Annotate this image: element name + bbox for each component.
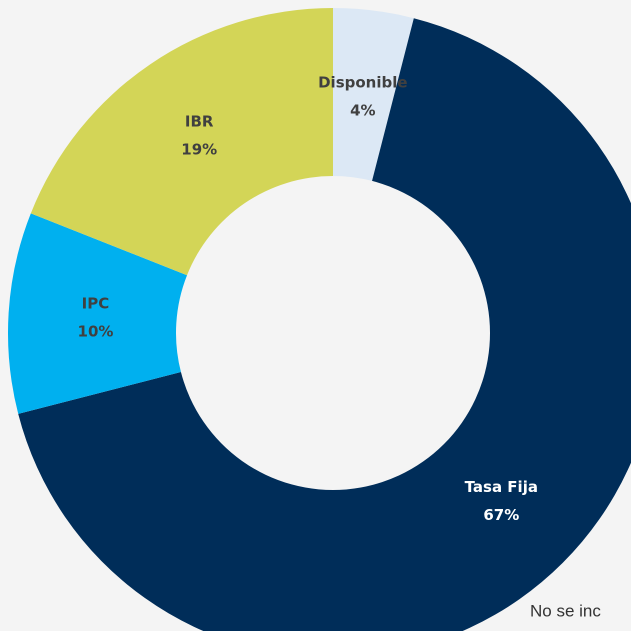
slice [333,8,414,181]
value-label: 10% [78,323,114,341]
slice-name: Disponible [318,73,407,91]
slice [30,8,334,276]
slice-name: Tasa Fija [465,478,538,496]
labels: Disponible 4% Tasa Fija 67% IPC 10% IBR 19% [78,73,538,523]
footnote: No se inc [530,601,601,620]
slice-name: IPC [82,295,110,313]
slice-name: IBR [185,113,214,131]
value-label: 67% [483,506,519,524]
value-label: 19% [181,141,217,159]
value-label: 4% [350,101,375,119]
donut [7,8,631,631]
slice [7,213,188,414]
slice [18,18,631,631]
